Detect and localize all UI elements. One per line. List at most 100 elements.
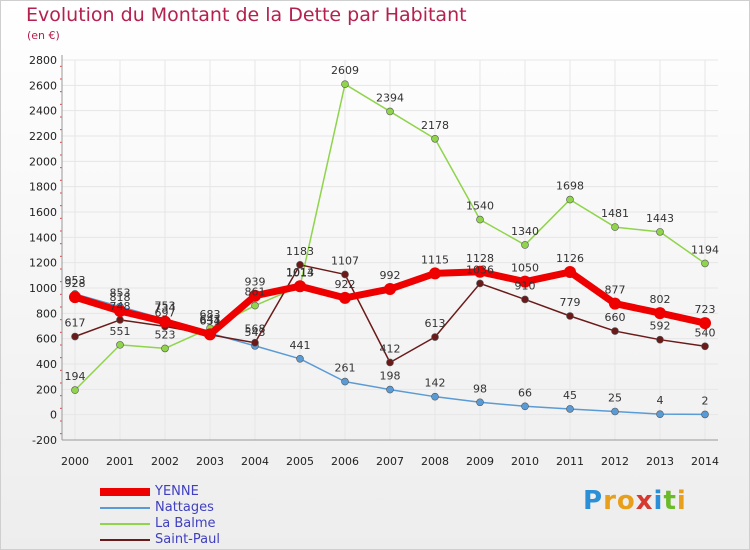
- data-label-yenne: 939: [245, 276, 266, 289]
- data-point-la-balme: [116, 341, 124, 349]
- x-tick-label: 2012: [601, 455, 629, 468]
- data-label-la-balme: 2178: [421, 119, 449, 132]
- data-label-la-balme: 683: [200, 308, 221, 321]
- data-point-yenne: [69, 291, 81, 304]
- data-point-yenne: [249, 289, 261, 302]
- legend-label-saint-paul: Saint-Paul: [155, 532, 220, 547]
- data-label-yenne: 877: [605, 284, 626, 297]
- data-point-nattages: [386, 385, 394, 394]
- data-point-la-balme: [341, 80, 349, 88]
- data-point-saint-paul: [296, 261, 304, 269]
- legend-swatch-yenne: [100, 488, 150, 496]
- data-point-saint-paul: [611, 327, 619, 335]
- data-point-la-balme: [431, 134, 439, 143]
- y-tick-label: 600: [36, 333, 57, 346]
- data-label-yenne: 1126: [556, 252, 584, 265]
- data-label-nattages: 441: [290, 339, 311, 352]
- data-point-la-balme: [386, 107, 394, 116]
- data-label-yenne: 1014: [286, 266, 314, 279]
- x-tick-label: 2003: [196, 455, 224, 468]
- proxiti-logo: Proxiti: [583, 486, 687, 516]
- data-point-nattages: [611, 407, 619, 416]
- data-label-yenne: 992: [380, 269, 401, 282]
- data-label-saint-paul: 910: [515, 279, 536, 292]
- data-label-saint-paul: 697: [155, 306, 176, 319]
- data-label-nattages: 198: [380, 370, 401, 383]
- y-tick-label: 2800: [29, 54, 57, 67]
- data-label-yenne: 928: [65, 277, 86, 290]
- legend-swatch-saint-paul: [100, 539, 150, 541]
- data-point-yenne: [519, 275, 531, 288]
- data-label-saint-paul: 1183: [286, 245, 314, 258]
- data-label-saint-paul: 617: [65, 317, 86, 330]
- legend-item-saint-paul: Saint-Paul: [100, 532, 300, 548]
- data-point-yenne: [474, 265, 486, 278]
- data-label-nattages: 2: [702, 394, 709, 407]
- data-point-yenne: [114, 305, 126, 318]
- data-point-saint-paul: [566, 312, 574, 320]
- data-point-nattages: [341, 377, 349, 386]
- legend: YENNE Nattages La Balme Saint-Paul: [100, 484, 300, 548]
- data-label-saint-paul: 592: [650, 320, 671, 333]
- data-point-saint-paul: [521, 295, 529, 304]
- data-label-la-balme: 1443: [646, 212, 674, 225]
- data-label-nattages: 643: [200, 313, 221, 326]
- data-label-la-balme: 1194: [691, 243, 719, 256]
- data-label-la-balme: 1698: [556, 180, 584, 193]
- x-tick-label: 2001: [106, 455, 134, 468]
- legend-label-yenne: YENNE: [155, 484, 199, 499]
- data-label-la-balme: 1013: [286, 266, 314, 279]
- data-point-saint-paul: [341, 270, 349, 279]
- data-point-saint-paul: [476, 279, 484, 288]
- data-point-yenne: [429, 267, 441, 280]
- data-point-saint-paul: [71, 332, 79, 341]
- legend-swatch-nattages: [100, 507, 150, 509]
- data-point-saint-paul: [116, 316, 124, 324]
- data-point-saint-paul: [656, 335, 664, 344]
- x-tick-label: 2008: [421, 455, 449, 468]
- data-label-yenne: 1050: [511, 262, 539, 275]
- data-label-yenne: 723: [695, 303, 716, 316]
- data-label-nattages: 261: [335, 362, 356, 375]
- data-label-yenne: 734: [155, 302, 176, 315]
- data-label-la-balme: 1540: [466, 200, 494, 213]
- data-point-nattages: [521, 402, 529, 411]
- data-label-nattages: 953: [65, 274, 86, 287]
- data-point-la-balme: [611, 223, 619, 231]
- y-tick-label: 2600: [29, 79, 57, 92]
- y-tick-label: 0: [50, 409, 57, 422]
- y-tick-label: 1000: [29, 282, 57, 295]
- data-point-saint-paul: [386, 358, 394, 367]
- data-label-saint-paul: 660: [605, 311, 626, 324]
- data-label-saint-paul: 779: [560, 296, 581, 309]
- data-point-la-balme: [566, 195, 574, 204]
- data-label-yenne: 922: [335, 278, 356, 291]
- data-point-nattages: [431, 392, 439, 401]
- data-point-la-balme: [701, 259, 709, 268]
- data-label-la-balme: 523: [155, 328, 176, 341]
- data-point-la-balme: [161, 344, 169, 353]
- data-label-saint-paul: 613: [425, 317, 446, 330]
- data-label-yenne: 634: [200, 314, 221, 327]
- data-label-nattages: 25: [608, 392, 622, 405]
- data-label-yenne: 1115: [421, 253, 449, 266]
- data-point-la-balme: [71, 386, 79, 394]
- x-tick-label: 2005: [286, 455, 314, 468]
- data-label-nattages: 753: [155, 299, 176, 312]
- y-tick-label: 2000: [29, 155, 57, 168]
- data-label-saint-paul: 568: [245, 323, 266, 336]
- y-tick-label: 2200: [29, 130, 57, 143]
- data-label-yenne: 818: [110, 291, 131, 304]
- x-tick-label: 2007: [376, 455, 404, 468]
- data-label-nattages: 98: [473, 382, 487, 395]
- y-tick-label: 800: [36, 307, 57, 320]
- y-tick-label: 1200: [29, 257, 57, 270]
- y-tick-label: 2400: [29, 105, 57, 118]
- data-point-la-balme: [521, 241, 529, 249]
- data-point-la-balme: [656, 228, 664, 236]
- data-label-la-balme: 2394: [376, 91, 404, 104]
- data-label-nattages: 45: [563, 389, 577, 402]
- data-label-saint-paul: 540: [695, 326, 716, 339]
